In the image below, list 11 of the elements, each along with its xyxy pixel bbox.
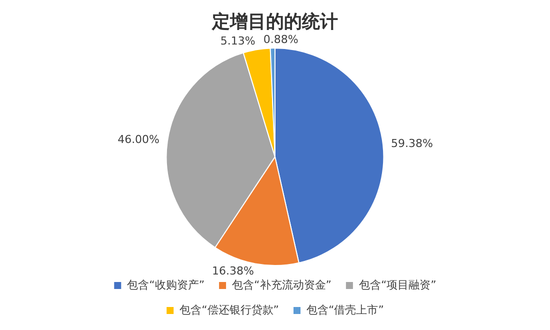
data-label: 46.00%: [118, 132, 160, 146]
legend-label: 包含“项目融资”: [358, 278, 436, 292]
data-label: 16.38%: [212, 264, 254, 278]
data-label: 59.38%: [390, 136, 433, 150]
chart-title: 定增目的的统计: [211, 11, 338, 32]
legend-label: 包含“偿还银行贷款”: [180, 303, 280, 316]
legend-label: 包含“收购资产”: [127, 278, 205, 292]
legend-label: 包含“借壳上市”: [306, 303, 384, 316]
legend-label: 包含“补充流动资金”: [232, 278, 332, 292]
data-label: 0.88%: [263, 32, 298, 46]
data-label: 5.13%: [220, 34, 256, 48]
